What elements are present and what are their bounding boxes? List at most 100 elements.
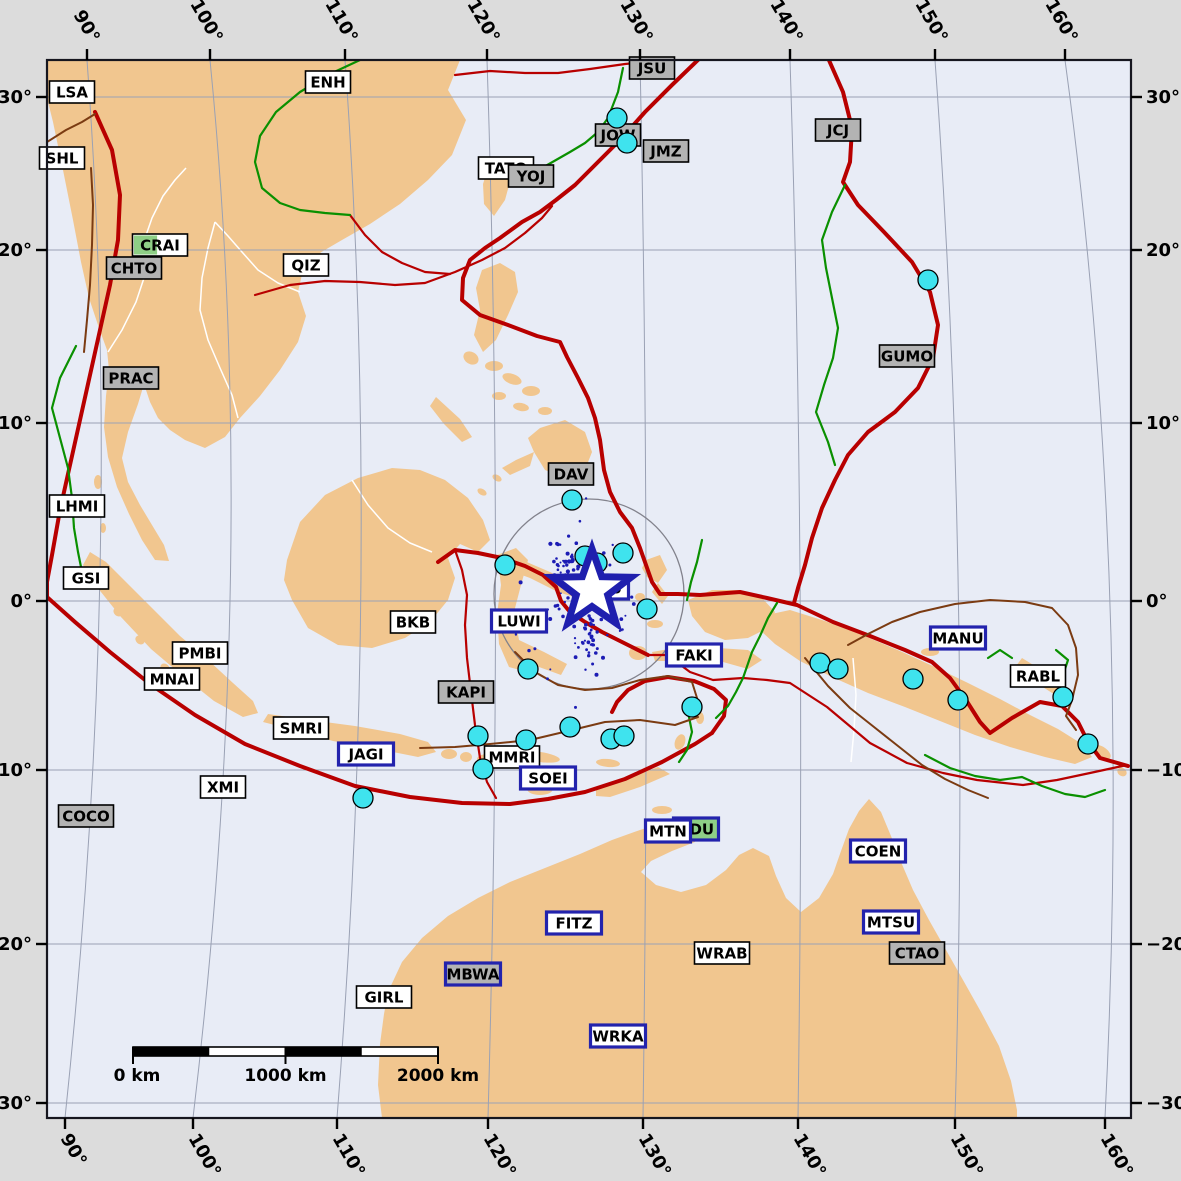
plate-boundary-green — [677, 710, 694, 764]
station-label-prac: PRAC — [102, 366, 160, 390]
aftershock-dot — [589, 634, 594, 639]
aftershock-dot — [595, 647, 599, 651]
station-label-text: LUWI — [497, 613, 540, 631]
landmass-birds-head — [688, 590, 775, 640]
aftershock-dot — [621, 628, 624, 631]
station-label-ctao: CTAO — [888, 941, 946, 965]
station-box — [547, 462, 595, 486]
aftershock-dot — [608, 563, 612, 567]
aftershock-dot — [592, 623, 595, 627]
axis-label-lat-right: 0° — [1146, 591, 1168, 612]
aftershock-dot — [584, 668, 587, 671]
event-marker — [902, 668, 924, 690]
station-label-mnai: MNAI — [143, 667, 201, 691]
aftershock-dot — [601, 655, 605, 660]
aftershock-dot — [549, 668, 552, 671]
island — [674, 734, 686, 750]
island — [754, 857, 766, 867]
aftershock-dot — [569, 554, 574, 559]
station-label-text: MTN — [649, 823, 687, 841]
station-label-text: JAGI — [347, 746, 383, 764]
plate-boundary-red-thick — [47, 595, 714, 806]
plate-boundary-brown — [47, 113, 96, 143]
aftershock-dot — [565, 551, 570, 556]
station-box — [588, 1023, 648, 1049]
aftershock-dot — [556, 542, 560, 547]
aftershock-dot — [571, 568, 576, 572]
aftershock-dot — [556, 568, 560, 571]
island — [460, 752, 472, 762]
aftershock-dot — [589, 622, 593, 626]
country-border — [214, 221, 301, 293]
aftershock-dot — [585, 648, 588, 652]
station-box — [443, 961, 503, 987]
aftershock-dot — [559, 571, 562, 574]
aftershock-dot — [630, 595, 634, 599]
station-box — [642, 139, 690, 163]
axis-label-lat-left: −20° — [0, 934, 32, 955]
station-label-lhmi: LHMI — [48, 494, 106, 518]
aftershock-dot — [573, 655, 578, 660]
station-label-wrka: WRKA — [588, 1023, 648, 1049]
station-label-text: JSU — [637, 60, 667, 78]
aftershock-dot — [565, 569, 571, 574]
landmass-palawan — [430, 397, 472, 442]
event-marker — [809, 652, 831, 674]
station-label-text: COCO — [62, 808, 110, 826]
station-box — [878, 344, 936, 368]
event-marker — [616, 132, 638, 154]
island — [647, 620, 663, 628]
station-label-gsi: GSI — [62, 566, 110, 590]
station-label-text: ENH — [310, 74, 345, 92]
axis-label-lat-right: −30° — [1146, 1093, 1181, 1114]
event-marker — [517, 658, 539, 680]
landmass-zamboanga — [502, 452, 534, 475]
station-box — [105, 256, 163, 280]
station-label-text: QIZ — [291, 257, 320, 275]
station-label-qiz: QIZ — [282, 253, 330, 277]
station-label-smri: SMRI — [272, 716, 330, 740]
station-label-jsu: JSU — [628, 56, 676, 80]
station-label-chto: CHTO — [105, 256, 163, 280]
aftershock-dot — [631, 602, 636, 606]
station-box — [304, 70, 352, 94]
aftershock-dot — [567, 534, 571, 538]
aftershock-dot — [564, 559, 568, 563]
aftershock-dot — [587, 654, 591, 658]
aftershock-dot — [606, 633, 609, 637]
plate-boundary-red-thick — [47, 110, 122, 599]
station-label-jmz: JMZ — [642, 139, 690, 163]
station-label-text: BKB — [396, 614, 431, 632]
axis-label-lat-right: −20° — [1146, 934, 1181, 955]
station-label-faki: FAKI — [664, 642, 724, 668]
station-label-jcj: JCJ — [814, 118, 862, 142]
island — [538, 407, 552, 415]
station-label-rabl: RABL — [1009, 664, 1067, 688]
aftershock-dot — [555, 603, 560, 608]
aftershock-dot — [548, 617, 553, 621]
station-label-text: GUMO — [881, 348, 933, 366]
landmass-asia-mainland — [47, 60, 466, 561]
plate-boundary-brown — [83, 167, 94, 353]
landmass-sumatra — [83, 552, 258, 717]
axis-label-lat-right: 10° — [1146, 413, 1180, 434]
station-label-text: GSI — [72, 570, 101, 588]
axis-label-lat-right: 20° — [1146, 240, 1180, 261]
aftershock-dot — [584, 497, 588, 500]
aftershock-dot — [560, 592, 562, 595]
station-box — [102, 366, 160, 390]
map-frame — [45, 58, 1133, 1120]
event-marker — [613, 725, 635, 747]
aftershock-dot — [514, 633, 518, 636]
island — [513, 402, 529, 412]
station-label-text: PMBI — [179, 645, 222, 663]
aftershock-dot — [569, 559, 574, 564]
plate-boundary-green — [923, 753, 1107, 799]
plate-boundary-red-thin — [646, 653, 1129, 787]
scale-bar-label: 1000 km — [244, 1066, 326, 1086]
station-label-kapi: KAPI — [437, 680, 495, 704]
aftershock-dot — [578, 519, 582, 523]
axis-label-lat-left: −10° — [0, 760, 32, 781]
aftershock-dot — [619, 617, 624, 621]
station-box — [861, 909, 921, 935]
